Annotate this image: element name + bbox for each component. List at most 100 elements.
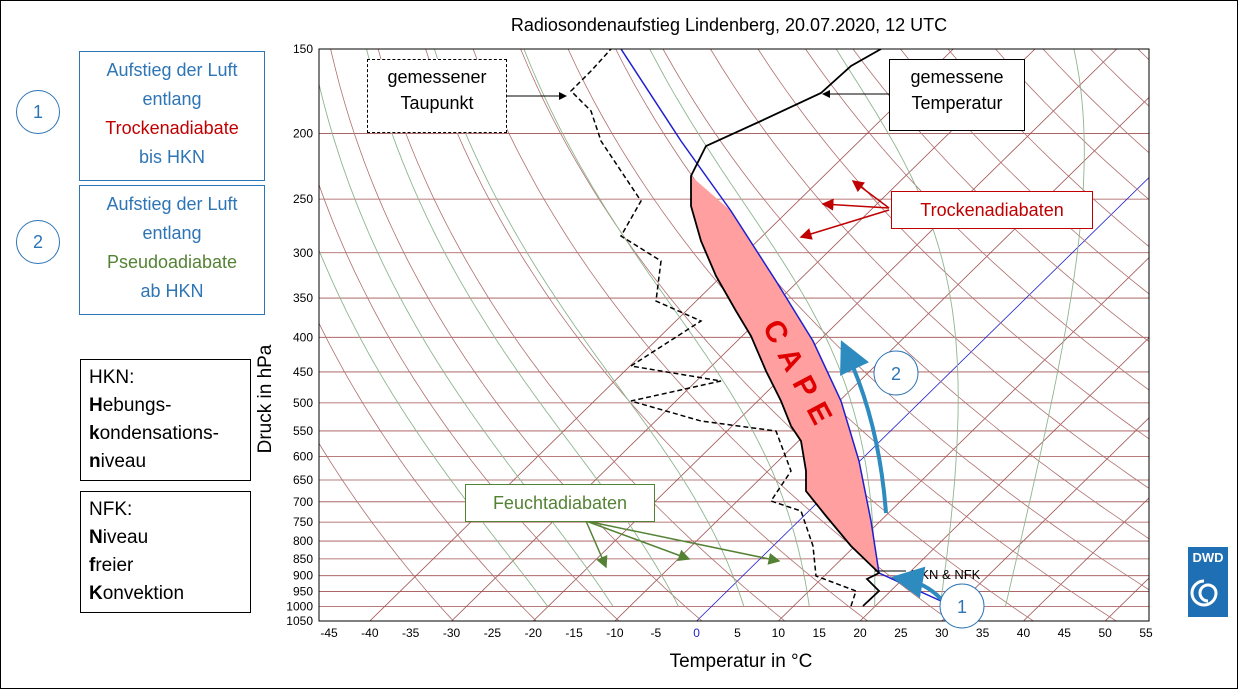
y-axis-label: Druck in hPa — [255, 344, 276, 453]
moist-adiabat — [366, 49, 680, 607]
line: entlang — [142, 89, 202, 109]
moist-adiabat — [1004, 49, 1085, 607]
step-circle — [873, 350, 919, 396]
glossary-box: NFK: Niveau freier Konvektion — [80, 491, 251, 613]
y-tick-label: 650 — [293, 473, 313, 487]
step-circle — [939, 583, 985, 629]
line: freier — [89, 555, 134, 576]
arrow-1 — [891, 566, 943, 601]
grid — [319, 1, 1237, 621]
dry-adiabat — [377, 49, 786, 621]
x-tick-label: 25 — [894, 626, 908, 640]
line: Trockenadiabate — [105, 118, 239, 138]
y-tick-label: 500 — [293, 396, 313, 410]
y-tick-label: 850 — [293, 552, 313, 566]
dry-adiabat — [662, 49, 1149, 540]
isotherm — [1023, 497, 1149, 621]
y-tick-label: 600 — [293, 450, 313, 464]
x-tick-label: -35 — [402, 626, 420, 640]
line: entlang — [142, 223, 202, 243]
x-tick-label: 55 — [1139, 626, 1153, 640]
line: Pseudoadiabate — [106, 252, 238, 272]
line: Aufstieg der Luft — [106, 60, 238, 80]
line: Konvektion — [89, 583, 185, 604]
moist-adiabat — [523, 49, 810, 607]
term: HKN: — [89, 367, 135, 388]
x-tick-label: -15 — [565, 626, 583, 640]
line: bis HKN — [138, 147, 205, 167]
dry-adiabat — [472, 49, 951, 621]
y-tick-label: 900 — [293, 569, 313, 583]
dry-note: Trockenadiabaten — [891, 191, 1093, 229]
y-tick-label: 1050 — [286, 614, 313, 628]
dry-adiabat — [1073, 1, 1237, 621]
dewpoint-note: gemessener Taupunkt — [367, 59, 507, 133]
moist-note: Feuchtadiabaten — [465, 484, 655, 522]
dry-adiabat — [425, 49, 868, 621]
dry-adiabat — [947, 49, 1149, 248]
profiles — [569, 49, 942, 607]
logo-text: DWD — [1192, 550, 1223, 565]
step-number: 2 — [891, 364, 901, 384]
dry-adiabat — [319, 183, 620, 621]
x-tick-label: 45 — [1058, 626, 1072, 640]
y-tick-label: 200 — [293, 127, 313, 141]
y-tick-label: 400 — [293, 330, 313, 344]
line: kondensations- — [89, 423, 219, 444]
y-tick-label: 150 — [293, 42, 313, 56]
cape-area — [691, 176, 879, 573]
step-number: 1 — [957, 597, 967, 617]
isotherm — [614, 96, 1149, 621]
parcel-curve — [620, 49, 942, 602]
glossary-box: HKN: Hebungs-kondensations-niveau — [80, 359, 251, 481]
temperature-note: gemessene Temperatur — [889, 59, 1025, 131]
x-tick-label: -10 — [606, 626, 624, 640]
x-tick-label: -30 — [443, 626, 461, 640]
temperature-curve — [690, 49, 882, 607]
step-circle: 1 — [16, 90, 60, 134]
x-tick-label: 30 — [935, 626, 949, 640]
dry-arrows — [799, 180, 890, 240]
isotherm — [941, 417, 1149, 621]
dewpoint-curve — [569, 49, 857, 607]
line: Temperatur — [911, 93, 1003, 113]
line: gemessener — [387, 67, 487, 87]
dry-adiabat — [319, 322, 537, 621]
line: niveau — [89, 451, 147, 472]
y-tick-label: 300 — [293, 246, 313, 260]
x-tick-label: 40 — [1017, 626, 1031, 640]
logo-swirl — [1190, 579, 1218, 607]
x-tick-label: 10 — [772, 626, 786, 640]
x-tick-label: 50 — [1098, 626, 1112, 640]
isotherm — [859, 337, 1149, 621]
x-tick-label: -45 — [320, 626, 338, 640]
moist-arrows — [585, 520, 781, 569]
moist-adiabat — [319, 249, 549, 607]
x-tick-label: -5 — [650, 626, 661, 640]
line: gemessene — [910, 67, 1004, 87]
x-tick-label: 5 — [734, 626, 741, 640]
info-box: Aufstieg der Luft entlang Pseudoadiabate a… — [79, 185, 265, 315]
y-tick-label: 950 — [293, 585, 313, 599]
line: Niveau — [89, 527, 149, 548]
y-tick-label: 1000 — [286, 600, 313, 614]
dry-adiabat — [1137, 49, 1149, 61]
isotherm — [369, 49, 954, 621]
ticks: 1502002503003504004505005506006507007508… — [286, 42, 1153, 640]
x-tick-label: -20 — [525, 626, 543, 640]
x-axis-label: Temperatur in °C — [670, 651, 813, 672]
x-tick-label: 35 — [976, 626, 990, 640]
moist-adiabat — [835, 49, 959, 607]
y-tick-label: 700 — [293, 495, 313, 509]
isotherm — [1104, 577, 1149, 621]
line: Aufstieg der Luft — [106, 194, 238, 214]
y-tick-label: 750 — [293, 515, 313, 529]
dry-adiabat — [1158, 1, 1237, 621]
moist-adiabat — [433, 49, 745, 607]
dry-adiabat — [1200, 1, 1237, 621]
y-tick-label: 550 — [293, 424, 313, 438]
x-tick-label: -25 — [484, 626, 502, 640]
line: Taupunkt — [400, 93, 474, 113]
